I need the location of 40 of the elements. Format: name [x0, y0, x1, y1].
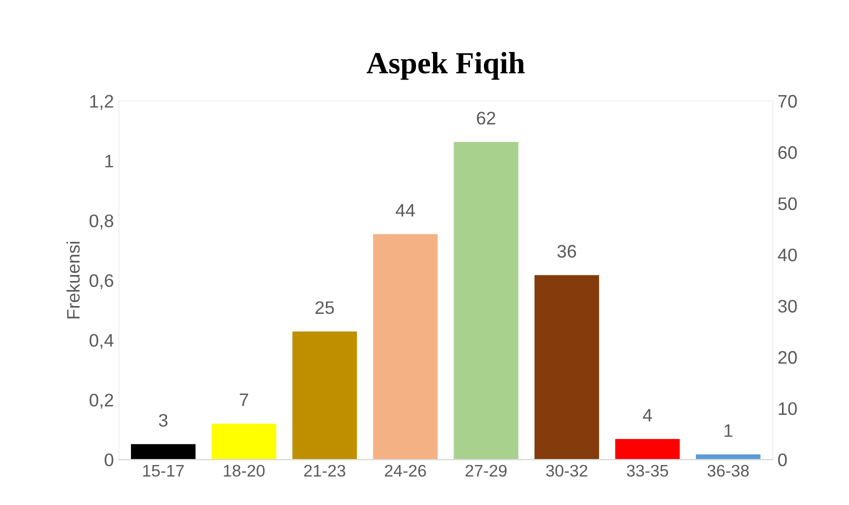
y2-tick-label: 40 — [778, 248, 797, 262]
y2-tick-label: 0 — [778, 453, 787, 466]
y2-tick-label: 20 — [778, 351, 797, 364]
y-tick-label: 1 — [105, 154, 114, 168]
bar — [615, 439, 680, 460]
data-label: 44 — [396, 204, 415, 217]
x-tick-label: 15-17 — [143, 465, 184, 477]
y2-tick-label: 70 — [778, 94, 797, 108]
bar — [534, 275, 600, 460]
x-tick-label: 21-23 — [304, 464, 346, 477]
bar — [212, 424, 276, 460]
y2-tick-label: 30 — [778, 300, 797, 313]
data-label: 36 — [557, 244, 576, 258]
x-tick-label: 27-29 — [466, 464, 507, 477]
bar — [292, 331, 357, 460]
x-tick-label: 30-32 — [546, 464, 588, 477]
y-tick-label: 0 — [104, 453, 114, 466]
bar — [130, 444, 196, 460]
data-label: 1 — [724, 424, 732, 437]
y-tick-label: 1,2 — [90, 94, 114, 110]
y2-tick-label: 60 — [778, 146, 797, 159]
bar — [454, 142, 518, 460]
x-tick-label: 33-35 — [626, 464, 668, 477]
x-tick-label: 24-26 — [384, 464, 426, 477]
y2-tick-label: 50 — [778, 197, 797, 210]
data-label: 4 — [642, 409, 652, 422]
data-label: 25 — [316, 301, 334, 314]
x-tick-label: 18-20 — [224, 464, 265, 477]
data-label: 62 — [476, 112, 496, 125]
data-label: 7 — [240, 394, 248, 406]
y2-tick-label: 10 — [778, 402, 797, 416]
bar — [373, 234, 438, 460]
y-axis-title: Frekuensi — [66, 242, 80, 318]
x-tick-label: 36-38 — [708, 464, 749, 477]
chart-title: Aspek Fiqih — [366, 52, 525, 80]
y-tick-label: 0,8 — [90, 214, 114, 230]
y-tick-label: 0,4 — [90, 334, 114, 349]
y-tick-label: 0,6 — [90, 274, 114, 290]
y-tick-label: 0,2 — [90, 394, 114, 409]
data-label: 3 — [158, 414, 168, 427]
